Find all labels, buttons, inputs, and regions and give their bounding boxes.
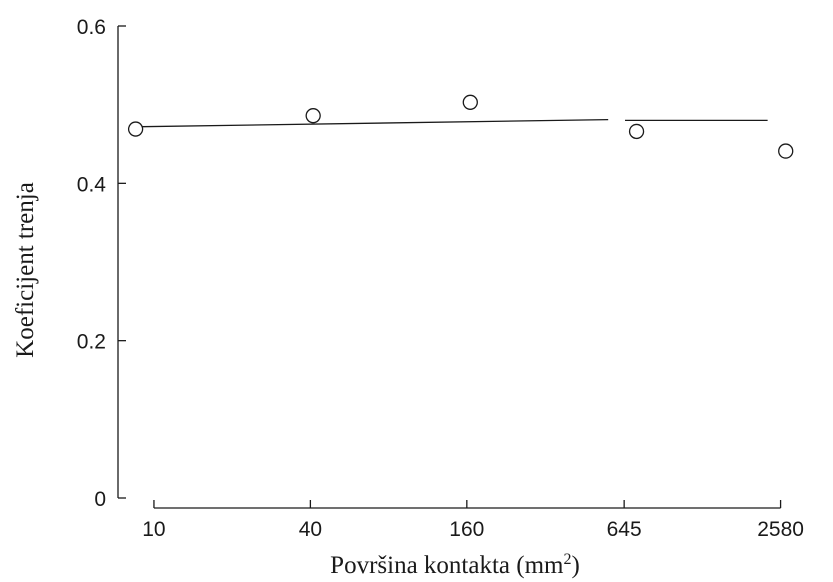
y-tick-label: 0 [94, 488, 106, 511]
trend-line [142, 118, 609, 128]
y-axis-title: Koeficijent trenja [12, 182, 39, 358]
x-axis-title-suffix: ) [571, 552, 579, 579]
data-points [127, 94, 794, 159]
trend-lines [142, 118, 768, 128]
y-axis: 0 0.2 0.4 0.6 [77, 16, 126, 511]
x-tick-label: 10 [142, 518, 165, 541]
data-point [127, 121, 144, 137]
x-axis-title: Površina kontakta (mm2) [330, 551, 580, 579]
y-tick-label: 0.2 [77, 331, 106, 354]
x-tick-label: 40 [299, 518, 322, 541]
data-point [462, 94, 478, 110]
data-point [778, 143, 794, 159]
x-axis-title-sup: 2 [563, 551, 571, 568]
x-tick-label: 645 [607, 518, 642, 541]
x-tick-label: 160 [449, 518, 484, 541]
x-axis-title-main: Površina kontakta (mm [330, 552, 564, 579]
data-point [628, 123, 645, 140]
y-tick-label: 0.4 [77, 173, 107, 196]
x-axis: 10 40 160 645 2580 [142, 500, 804, 541]
x-tick-label: 2580 [757, 518, 804, 541]
y-tick-label: 0.6 [77, 16, 106, 39]
data-point [305, 108, 321, 124]
